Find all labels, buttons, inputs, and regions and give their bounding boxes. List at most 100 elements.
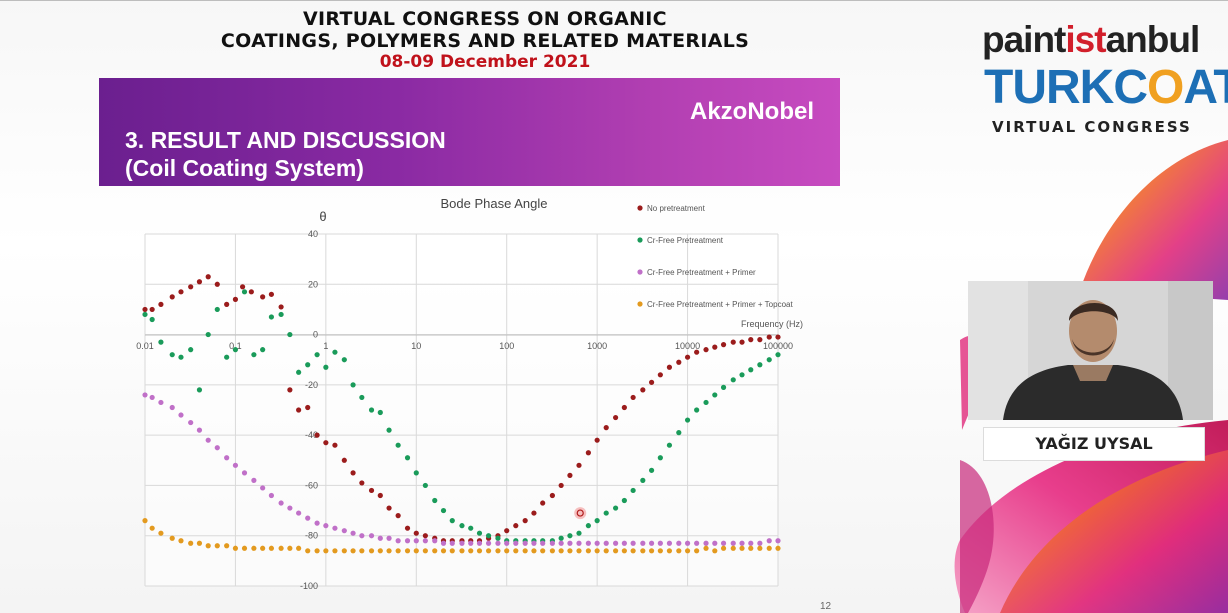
data-point-series-1 xyxy=(214,281,220,287)
data-point-series-2 xyxy=(567,533,573,539)
congress-date: 08-09 December 2021 xyxy=(379,52,591,72)
data-point-series-4 xyxy=(739,545,745,551)
data-point-series-2 xyxy=(730,377,736,383)
data-point-series-1 xyxy=(720,342,727,348)
data-point-series-1 xyxy=(323,440,329,446)
data-point-series-4 xyxy=(268,545,275,551)
data-point-series-3 xyxy=(495,540,501,546)
data-point-series-2 xyxy=(594,518,600,524)
data-point-series-4 xyxy=(350,548,356,554)
data-point-series-4 xyxy=(648,548,655,554)
x-tick-label: 10000 xyxy=(675,341,700,351)
data-point-series-1 xyxy=(142,306,148,313)
data-point-series-3 xyxy=(158,399,164,406)
slide-banner: AkzoNobel 3. RESULT AND DISCUSSION (Coil… xyxy=(99,78,840,186)
data-point-series-1 xyxy=(232,296,239,302)
data-point-series-4 xyxy=(260,545,266,551)
legend-label: Cr-Free Pretreatment xyxy=(647,236,724,245)
data-point-series-2 xyxy=(224,354,230,360)
data-point-series-2 xyxy=(368,407,375,413)
data-point-series-3 xyxy=(549,540,555,546)
data-point-series-3 xyxy=(766,538,772,544)
data-point-series-4 xyxy=(603,548,609,554)
data-point-series-1 xyxy=(169,294,175,300)
logo-text-at: AT xyxy=(1183,61,1228,114)
data-point-series-2 xyxy=(468,525,474,531)
data-point-series-3 xyxy=(513,540,519,546)
data-point-series-2 xyxy=(558,535,564,541)
data-point-series-4 xyxy=(323,548,329,554)
data-point-series-2 xyxy=(377,409,383,416)
data-point-series-2 xyxy=(296,369,302,375)
data-point-series-2 xyxy=(603,510,609,516)
data-point-series-3 xyxy=(476,540,483,546)
data-point-series-2 xyxy=(268,314,275,320)
data-point-series-3 xyxy=(268,492,275,499)
data-point-series-3 xyxy=(422,538,428,544)
data-point-series-3 xyxy=(485,540,492,546)
y-tick-label: -20 xyxy=(305,380,318,390)
data-point-series-3 xyxy=(404,538,411,544)
plot-area xyxy=(145,234,778,586)
data-point-series-4 xyxy=(585,548,591,554)
data-point-series-3 xyxy=(169,404,175,411)
data-point-series-1 xyxy=(278,304,284,310)
data-point-series-3 xyxy=(251,477,257,483)
data-point-series-1 xyxy=(332,442,338,448)
data-point-series-3 xyxy=(278,500,284,506)
legend-marker xyxy=(637,205,643,211)
data-point-series-2 xyxy=(766,357,772,363)
logo-text-turkc: TURKC xyxy=(984,61,1148,114)
data-point-series-3 xyxy=(757,540,763,546)
data-point-series-1 xyxy=(188,284,194,290)
data-point-series-4 xyxy=(476,548,483,554)
top-border xyxy=(0,0,1228,1)
data-point-series-4 xyxy=(558,548,564,554)
data-point-series-1 xyxy=(513,523,519,529)
data-point-series-2 xyxy=(748,367,754,373)
logo-text-anbul: anbul xyxy=(1105,19,1201,60)
data-point-series-1 xyxy=(386,505,392,511)
data-point-series-4 xyxy=(341,548,347,554)
data-point-series-2 xyxy=(305,362,311,368)
data-point-series-3 xyxy=(720,540,727,546)
data-point-series-1 xyxy=(504,528,510,534)
y-tick-label: -40 xyxy=(305,430,318,440)
data-point-series-1 xyxy=(359,480,365,486)
data-point-series-1 xyxy=(730,339,736,345)
data-point-series-2 xyxy=(585,523,591,529)
data-point-series-3 xyxy=(377,535,383,541)
data-point-series-1 xyxy=(531,510,537,516)
data-point-series-2 xyxy=(395,442,401,448)
data-point-series-2 xyxy=(485,533,492,539)
data-point-series-4 xyxy=(531,548,537,554)
data-point-series-2 xyxy=(404,455,411,461)
data-point-series-1 xyxy=(657,372,663,378)
data-point-series-1 xyxy=(549,492,555,499)
data-point-series-4 xyxy=(232,545,239,551)
data-point-series-3 xyxy=(395,538,401,544)
data-point-series-3 xyxy=(739,540,745,546)
akzonobel-logo: AkzoNobel xyxy=(689,98,814,125)
logo-text-paint: paint xyxy=(982,19,1066,60)
data-point-series-2 xyxy=(712,392,718,398)
x-tick-label: 1000 xyxy=(587,341,607,351)
data-point-series-4 xyxy=(241,545,248,551)
data-point-series-1 xyxy=(205,274,211,280)
congress-title-line1: VIRTUAL CONGRESS ON ORGANIC xyxy=(303,8,667,30)
data-point-series-1 xyxy=(703,347,709,353)
data-point-series-1 xyxy=(296,407,302,413)
data-point-series-1 xyxy=(158,301,164,307)
data-point-series-3 xyxy=(594,540,600,546)
data-point-series-1 xyxy=(239,284,246,290)
data-point-series-4 xyxy=(703,545,709,551)
section-title: 3. RESULT AND DISCUSSION (Coil Coating S… xyxy=(125,126,446,182)
x-tick-label: 1 xyxy=(323,341,328,351)
data-point-series-3 xyxy=(205,437,211,443)
data-point-series-1 xyxy=(558,482,564,489)
data-point-series-4 xyxy=(485,548,492,554)
data-point-series-3 xyxy=(558,540,564,546)
data-point-series-2 xyxy=(232,347,239,353)
data-point-series-3 xyxy=(694,540,700,546)
data-point-series-1 xyxy=(766,334,772,340)
